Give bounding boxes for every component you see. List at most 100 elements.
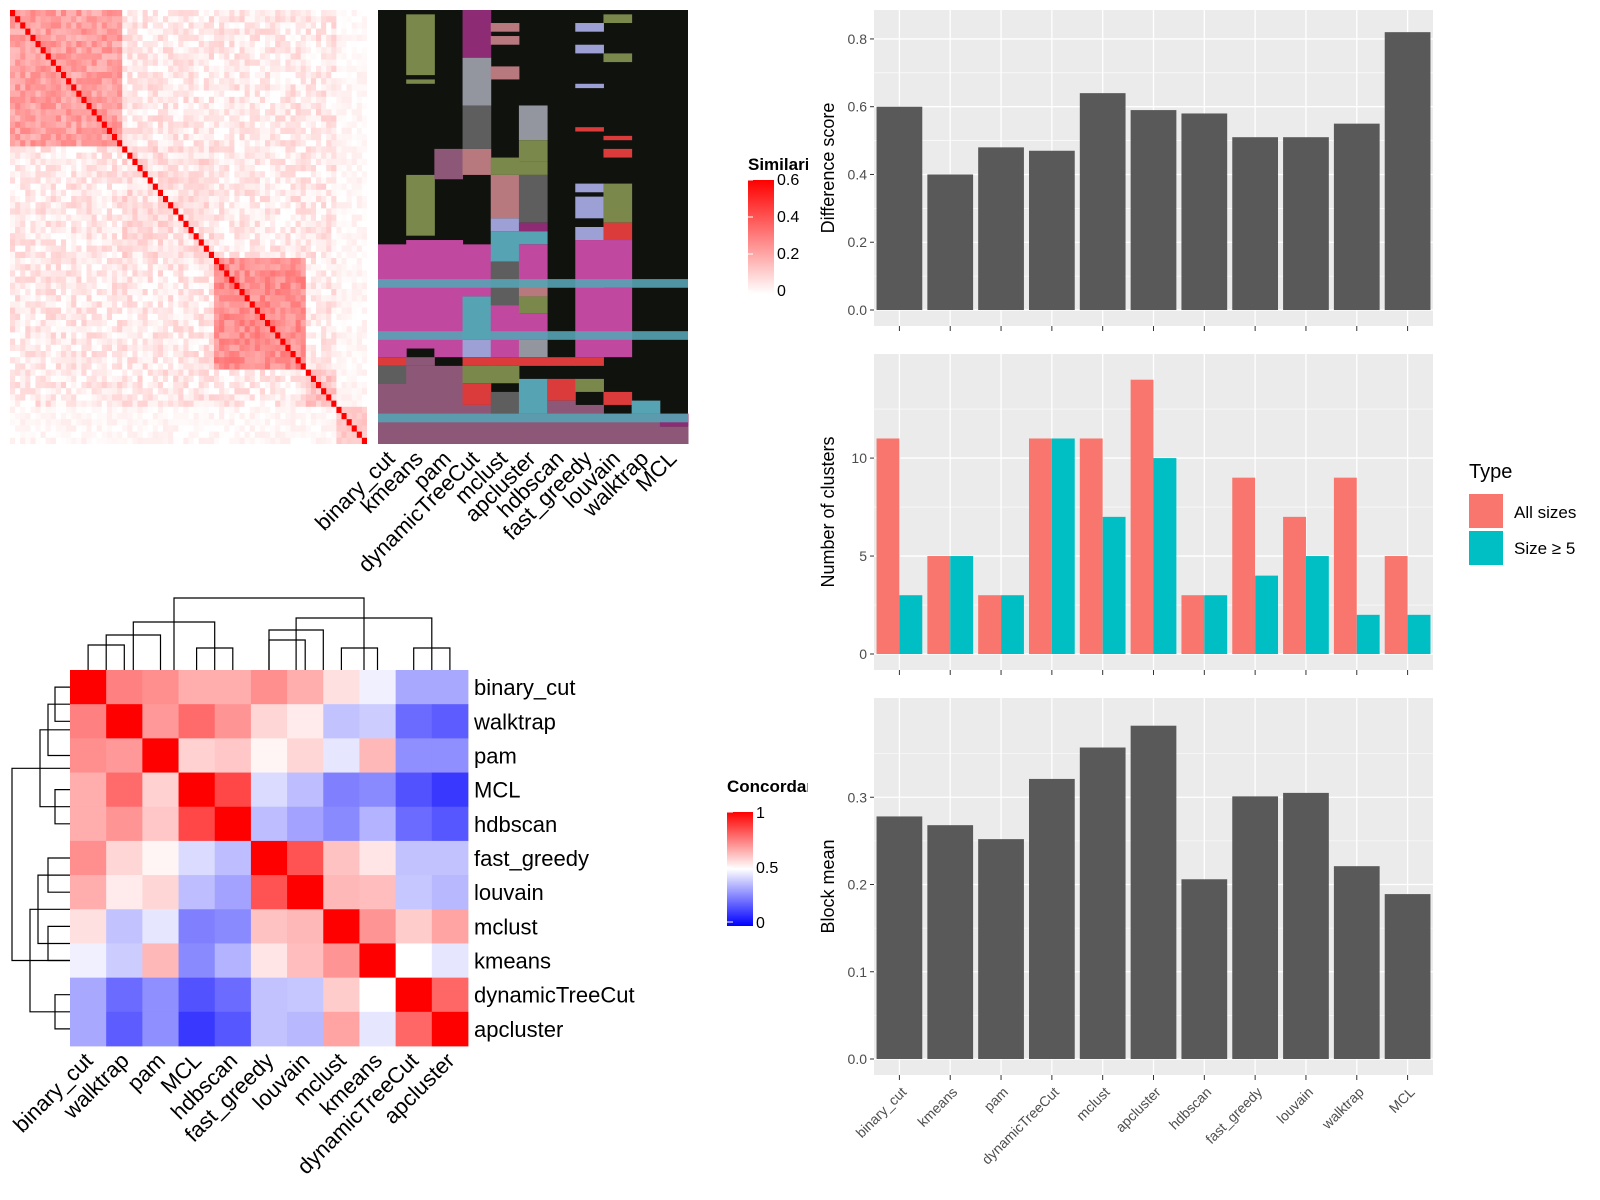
similarity-cell [270, 72, 276, 79]
similarity-cell [61, 127, 67, 135]
similarity-cell [270, 289, 276, 296]
similarity-cell [25, 134, 31, 141]
similarity-cell [203, 158, 210, 166]
similarity-cell [259, 431, 266, 439]
similarity-cell [198, 183, 205, 191]
similarity-cell [316, 382, 322, 389]
similarity-cell [122, 351, 128, 358]
similarity-cell [239, 363, 245, 370]
similarity-cell [249, 47, 256, 54]
similarity-cell [214, 320, 220, 327]
similarity-cell [50, 357, 57, 364]
similarity-cell [163, 177, 169, 184]
similarity-cell [214, 165, 220, 172]
similarity-cell [188, 202, 194, 209]
similarity-cell [112, 375, 118, 383]
similarity-cell [168, 10, 174, 17]
similarity-cell [326, 239, 332, 246]
similarity-cell [351, 307, 358, 315]
similarity-cell [214, 84, 220, 91]
similarity-cell [265, 84, 271, 91]
similarity-cell [219, 295, 225, 302]
similarity-cell [244, 65, 250, 73]
cluster-cell [603, 222, 633, 241]
similarity-cell [168, 96, 174, 104]
similarity-cell [142, 47, 148, 54]
similarity-cell [86, 233, 92, 240]
similarity-cell [76, 59, 82, 67]
similarity-cell [275, 400, 281, 408]
similarity-cell [157, 10, 164, 17]
similarity-cell [295, 183, 301, 191]
similarity-cell [183, 165, 189, 172]
similarity-cell [356, 41, 363, 48]
similarity-cell [61, 313, 67, 321]
similarity-cell [361, 72, 367, 79]
similarity-cell [30, 84, 36, 91]
similarity-cell [224, 134, 230, 141]
similarity-cell [234, 47, 240, 54]
similarity-cell [331, 202, 337, 209]
similarity-cell [356, 115, 363, 122]
similarity-cell [254, 413, 261, 420]
similarity-cell [40, 121, 46, 129]
similarity-cell [214, 406, 220, 414]
similarity-cell [152, 158, 159, 166]
similarity-cell [198, 59, 205, 67]
similarity-cell [45, 72, 52, 79]
similarity-cell [112, 245, 118, 253]
similarity-cell [40, 400, 46, 408]
similarity-cell [40, 332, 46, 339]
similarity-cell [265, 96, 271, 104]
similarity-cell [265, 419, 271, 426]
similarity-cell [157, 165, 164, 172]
similarity-cell [142, 177, 148, 184]
similarity-cell [290, 233, 296, 240]
similarity-cell [270, 320, 276, 327]
similarity-cell [280, 369, 286, 377]
similarity-cell [316, 332, 322, 339]
similarity-cell [157, 326, 164, 333]
similarity-cell [224, 121, 230, 129]
similarity-cell [66, 28, 72, 36]
similarity-cell [305, 233, 312, 240]
similarity-cell [50, 388, 57, 395]
similarity-cell [45, 431, 52, 439]
similarity-cell [193, 301, 199, 308]
similarity-cell [168, 47, 174, 54]
similarity-cell [122, 295, 128, 302]
similarity-cell [229, 413, 235, 420]
similarity-cell [290, 239, 296, 246]
similarity-cell [81, 115, 87, 122]
similarity-cell [285, 394, 291, 401]
similarity-cell [106, 96, 113, 104]
similarity-cell [15, 282, 21, 290]
similarity-cell [35, 134, 41, 141]
similarity-cell [229, 264, 235, 271]
similarity-cell [259, 251, 266, 259]
similarity-cell [234, 400, 240, 408]
similarity-cell [270, 134, 276, 141]
similarity-cell [101, 34, 108, 42]
similarity-cell [86, 220, 92, 228]
similarity-cell [295, 233, 301, 240]
similarity-cell [270, 121, 276, 129]
similarity-cell [224, 208, 230, 215]
similarity-cell [300, 177, 307, 184]
similarity-cell [66, 47, 72, 54]
similarity-cell [86, 363, 92, 370]
similarity-cell [249, 84, 256, 91]
similarity-cell [132, 338, 138, 346]
similarity-cell [310, 41, 317, 48]
similarity-cell [30, 127, 36, 135]
similarity-cell [280, 183, 286, 191]
similarity-cell [285, 47, 291, 54]
similarity-cell [270, 437, 276, 444]
similarity-cell [259, 10, 266, 17]
similarity-cell [265, 10, 271, 17]
similarity-cell [244, 406, 250, 414]
similarity-cell [285, 326, 291, 333]
similarity-cell [214, 65, 220, 73]
similarity-cell [152, 165, 159, 172]
similarity-cell [101, 103, 108, 110]
